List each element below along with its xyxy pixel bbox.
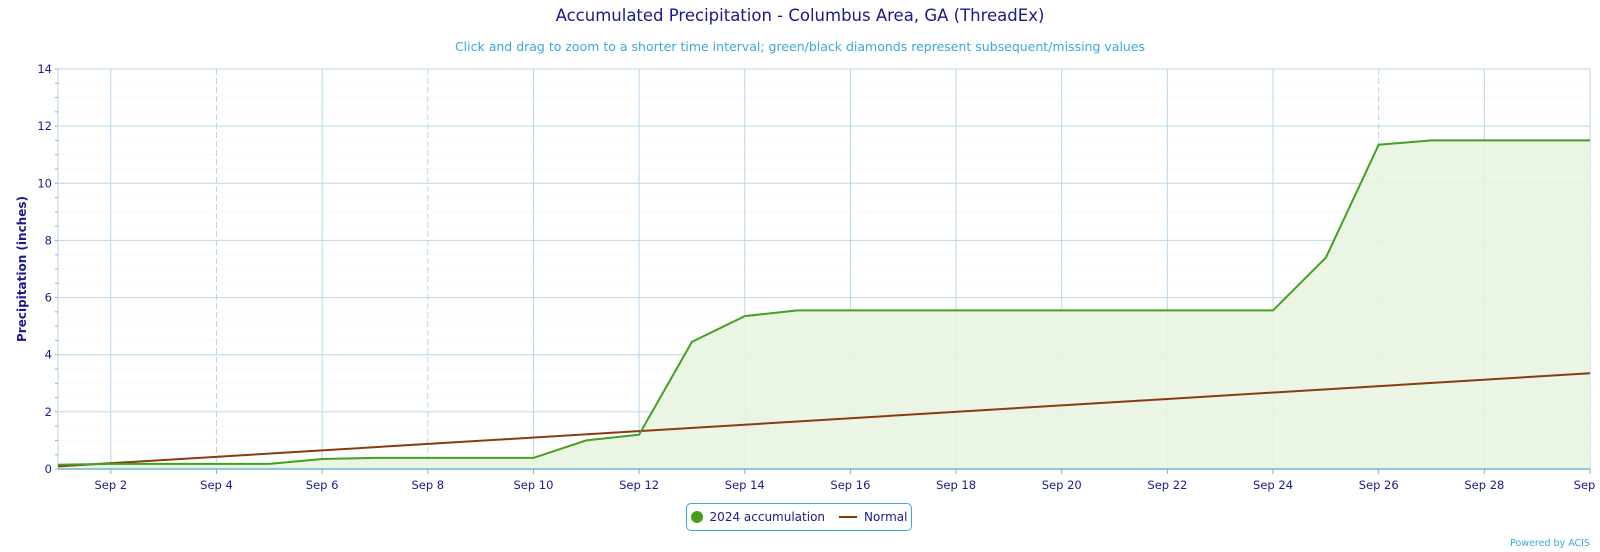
y-tick-label: 14 — [37, 62, 52, 76]
legend-item-normal[interactable]: Normal — [839, 510, 907, 524]
y-tick-label: 0 — [45, 462, 52, 476]
y-tick-label: 10 — [37, 176, 52, 190]
x-tick-label: Sep 12 — [619, 478, 659, 492]
x-tick-label: Sep 8 — [411, 478, 444, 492]
legend-item-accumulation[interactable]: 2024 accumulation — [690, 510, 826, 524]
x-tick-label: Sep 6 — [306, 478, 339, 492]
x-tick-label: Sep 4 — [200, 478, 233, 492]
y-tick-label: 2 — [45, 405, 52, 419]
x-tick-label: Sep 28 — [1464, 478, 1504, 492]
x-tick-label: Sep 3 — [1574, 478, 1600, 492]
accumulation-line — [57, 139, 1590, 466]
x-tick-label: Sep 22 — [1147, 478, 1187, 492]
powered-by-link[interactable]: Powered by ACIS — [1510, 538, 1590, 549]
y-tick-label: 6 — [45, 291, 52, 305]
normal-line — [57, 372, 1591, 468]
y-tick-label: 8 — [45, 233, 52, 247]
x-tick-label: Sep 26 — [1359, 478, 1399, 492]
y-axis-label: Precipitation (inches) — [15, 196, 29, 342]
accumulation-area — [58, 140, 1590, 469]
chart-subtitle: Click and drag to zoom to a shorter time… — [454, 39, 1146, 54]
legend-label-normal: Normal — [864, 510, 908, 524]
legend-marker-normal — [839, 516, 858, 518]
y-tick-label: 4 — [45, 348, 52, 362]
x-tick-label: Sep 18 — [936, 478, 976, 492]
legend-marker-accumulation — [690, 511, 703, 523]
x-tick-label: Sep 10 — [513, 478, 553, 492]
chart-title: Accumulated Precipitation - Columbus Are… — [555, 6, 1045, 25]
x-tick-label: Sep 20 — [1042, 478, 1082, 492]
x-tick-label: Sep 24 — [1253, 478, 1293, 492]
legend-label-accumulation: 2024 accumulation — [709, 510, 826, 524]
y-tick-label: 12 — [37, 119, 52, 133]
x-tick-label: Sep 16 — [830, 478, 870, 492]
x-tick-label: Sep 2 — [94, 478, 127, 492]
legend: 2024 accumulation Normal — [686, 503, 912, 531]
x-tick-label: Sep 14 — [725, 478, 765, 492]
